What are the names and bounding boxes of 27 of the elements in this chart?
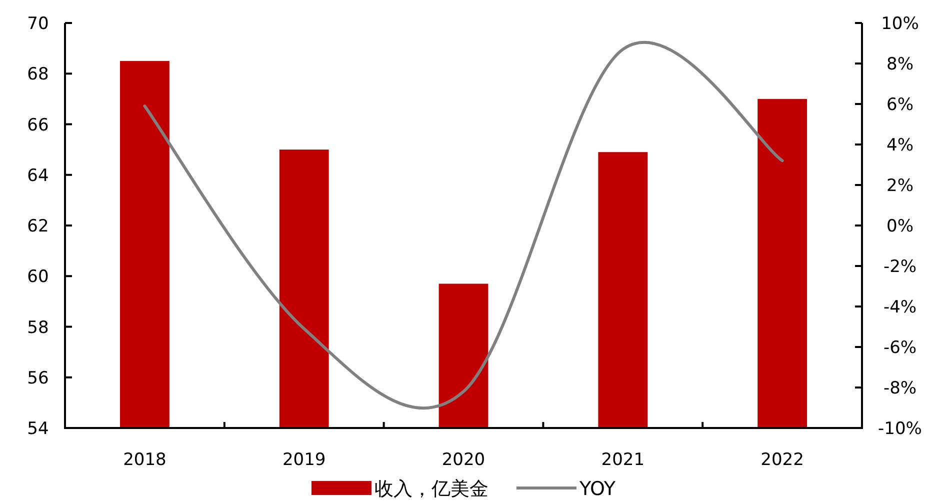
x-tick-label: 2022 bbox=[760, 450, 804, 470]
x-tick-label: 2019 bbox=[282, 450, 326, 470]
y2-tick-label: 4% bbox=[886, 136, 914, 156]
y2-tick-label: -8% bbox=[883, 378, 917, 398]
y2-tick-label: -2% bbox=[883, 257, 917, 277]
y2-tick-label: -10% bbox=[878, 419, 922, 439]
y-tick-label: 66 bbox=[27, 115, 49, 136]
y-tick-label: 68 bbox=[27, 64, 49, 85]
y-tick-label: 70 bbox=[27, 14, 49, 34]
x-tick-label: 2021 bbox=[601, 450, 645, 470]
y-tick-label: 64 bbox=[27, 166, 49, 186]
legend-label: YOY bbox=[578, 478, 616, 500]
y2-tick-label: 2% bbox=[886, 176, 914, 196]
y2-tick-label: 10% bbox=[881, 14, 919, 34]
y-tick-label: 62 bbox=[27, 216, 49, 236]
x-tick-label: 2018 bbox=[123, 450, 166, 470]
y2-tick-label: 6% bbox=[886, 95, 914, 115]
y2-tick-label: -6% bbox=[883, 338, 917, 358]
y-tick-label: 54 bbox=[27, 419, 49, 439]
y-tick-label: 60 bbox=[27, 267, 49, 288]
y-tick-label: 58 bbox=[27, 318, 49, 338]
x-tick-label: 2020 bbox=[442, 450, 486, 470]
legend-label: 收入，亿美金 bbox=[374, 478, 488, 500]
y-tick-label: 56 bbox=[27, 368, 49, 388]
y2-tick-label: 0% bbox=[886, 216, 914, 236]
y2-tick-label: 8% bbox=[886, 54, 914, 74]
y2-tick-label: -4% bbox=[883, 298, 917, 318]
